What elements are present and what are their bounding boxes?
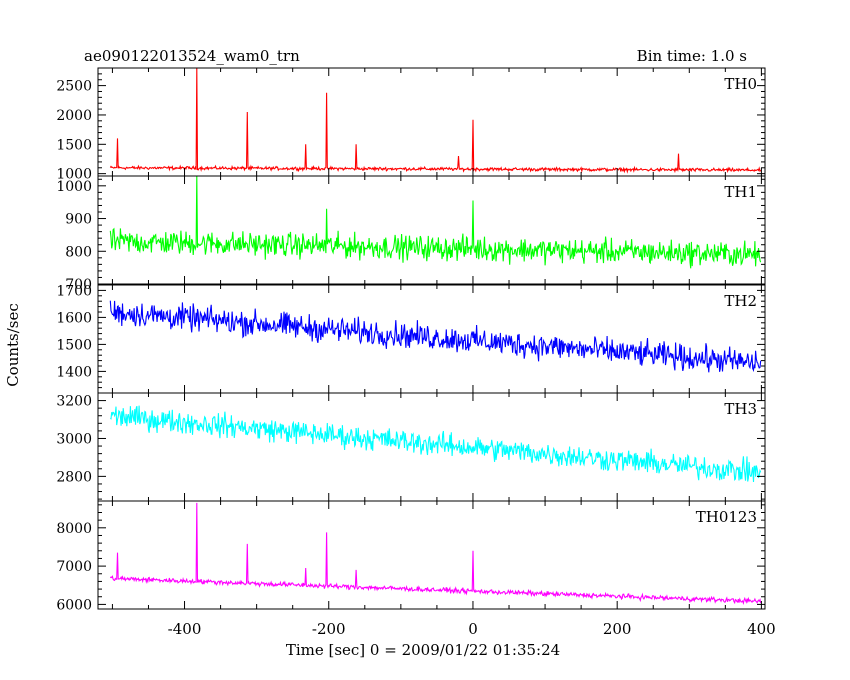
panel-th1: 700 800 900 1000 TH1: [56, 175, 766, 293]
y-tick-label: 1500: [56, 137, 92, 153]
y-tick-label: 1700: [56, 283, 92, 299]
panel-frame: [97, 175, 766, 285]
x-tick-label: 0: [468, 620, 478, 638]
x-axis-label: Time [sec] 0 = 2009/01/22 01:35:24: [286, 641, 560, 659]
y-tick-label: 1600: [56, 310, 92, 326]
y-tick-label: 8000: [56, 521, 92, 537]
series-line-th3: [110, 405, 762, 483]
y-tick-label: 7000: [56, 559, 92, 575]
panel-name-label: TH0: [724, 75, 757, 93]
y-tick-label: 2500: [56, 79, 92, 95]
y-tick-label: 2000: [56, 108, 92, 124]
series-line-th1: [109, 176, 762, 269]
panel-frame: [97, 67, 766, 177]
y-tick-label: 1500: [56, 337, 92, 353]
y-tick-label: 1000: [56, 179, 92, 195]
panel-name-label: TH0123: [696, 508, 757, 526]
y-tick-label: 900: [65, 212, 92, 228]
panel-th2: 1400 1500 1600 1700 TH2: [56, 283, 766, 394]
y-tick-label: 800: [65, 244, 92, 260]
y-tick-label: 3200: [56, 394, 92, 410]
x-tick-label: 400: [747, 620, 776, 638]
panel-th0: 1000 1500 2000 2500 TH0: [56, 67, 766, 183]
x-tick-label: -200: [312, 620, 346, 638]
panel-name-label: TH2: [724, 292, 757, 310]
y-tick-label: 1000: [56, 167, 92, 183]
y-tick-label: 6000: [56, 597, 92, 613]
x-tick-label: 200: [603, 620, 632, 638]
x-tick-labels: -400 -200 0 200 400: [168, 620, 776, 638]
panel-frame: [97, 284, 766, 394]
series-line-th0123: [109, 502, 762, 605]
y-tick-label: 3000: [56, 431, 92, 447]
y-tick-label: 2800: [56, 469, 92, 485]
panel-frame: [97, 500, 766, 610]
panel-name-label: TH1: [724, 183, 757, 201]
panel-th0123: 6000 7000 8000 TH0123: [56, 500, 766, 613]
y-tick-label: 700: [65, 277, 92, 293]
x-tick-label: -400: [168, 620, 202, 638]
y-axis-label: Counts/sec: [4, 303, 22, 387]
series-line-th0: [109, 68, 762, 174]
series-line-th2: [109, 300, 762, 373]
panel-name-label: TH3: [724, 400, 757, 418]
panel-th3: 2800 3000 3200 TH3: [56, 392, 766, 502]
bin-time-label: Bin time: 1.0 s: [637, 47, 747, 65]
chart-title: ae090122013524_wam0_trn: [84, 47, 300, 65]
y-tick-label: 1400: [56, 364, 92, 380]
